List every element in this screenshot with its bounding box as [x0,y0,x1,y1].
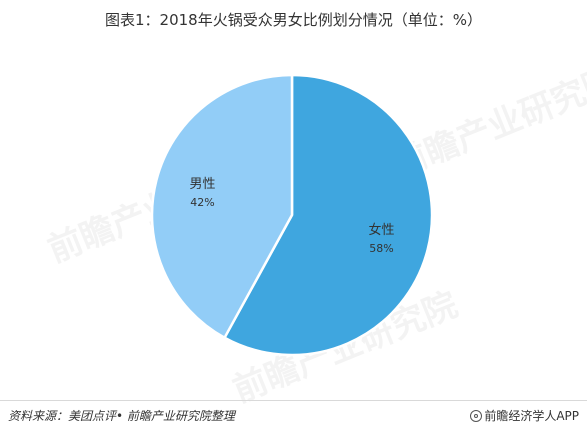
pie-slice-female [223,73,434,357]
pie-slice-male [150,73,294,339]
footer-divider [0,400,587,401]
slice-value-label: 42% [190,196,214,209]
credit-text: 前瞻经济学人APP [484,409,579,423]
slice-category-label: 女性 [368,222,394,238]
slice-category-label: 男性 [189,177,215,192]
credit-line: 前瞻经济学人APP [470,407,579,424]
pie-chart: 女性 58% 男性 42% [150,73,434,357]
source-note: 资料来源：美团点评• 前瞻产业研究院整理 [8,409,235,423]
chart-title: 图表1：2018年火锅受众男女比例划分情况（单位：%） [105,11,482,29]
slice-value-label: 58% [369,242,393,255]
app-logo-icon [470,410,483,422]
